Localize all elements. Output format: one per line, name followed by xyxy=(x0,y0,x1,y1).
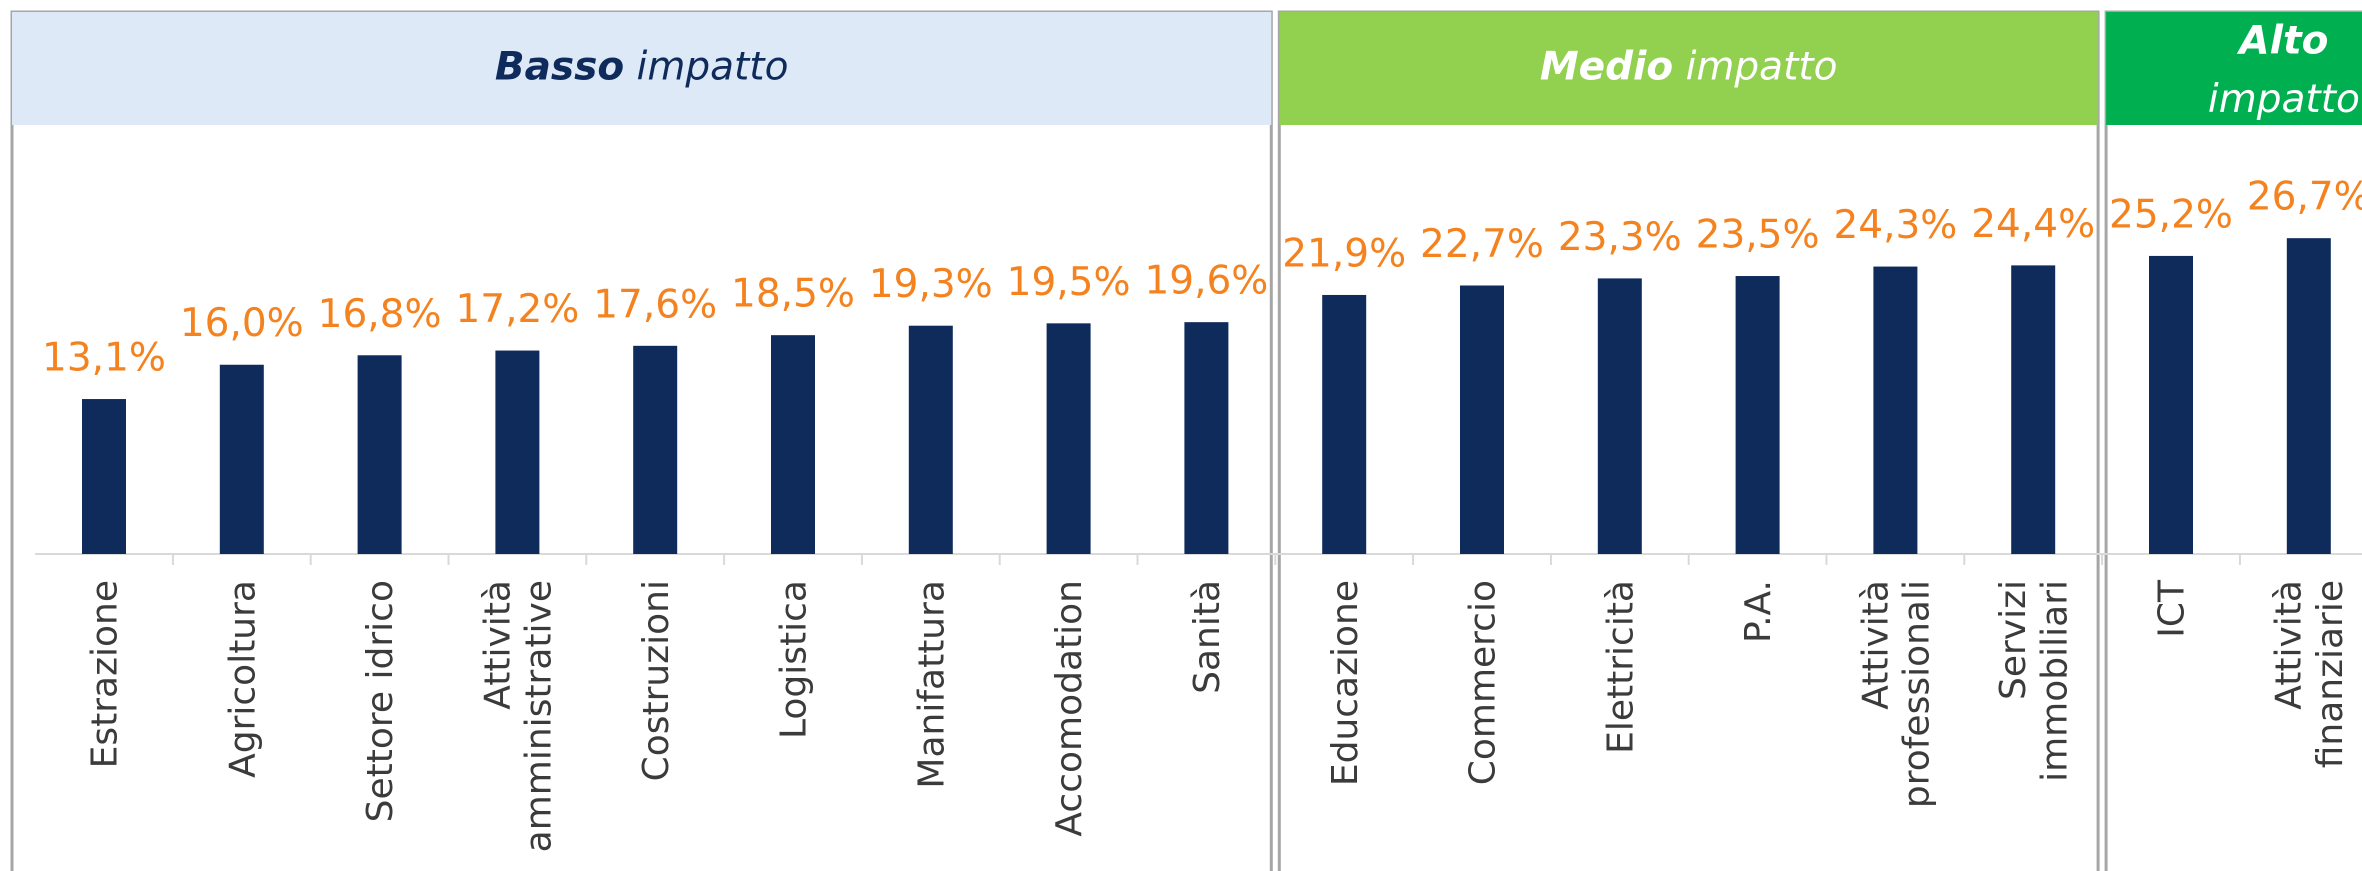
x-tick-label: Attivitàamministrative xyxy=(477,580,559,852)
header-rest: impatto xyxy=(1673,44,1837,89)
header-bold: Medio xyxy=(1540,44,1673,89)
value-label: 21,9% xyxy=(1282,231,1406,276)
x-tick-label: Accomodation xyxy=(1049,580,1090,837)
bar xyxy=(1184,322,1229,554)
bar xyxy=(2011,265,2056,554)
x-tick-label: Elettricità xyxy=(1600,580,1641,754)
header-rest: impatto xyxy=(624,44,788,89)
header-bold: Alto xyxy=(2236,18,2328,63)
bar xyxy=(357,355,402,554)
bar xyxy=(2286,238,2331,555)
header-bold: Basso xyxy=(495,44,624,89)
value-label: 23,3% xyxy=(1558,215,1682,260)
value-label: 19,3% xyxy=(869,262,993,307)
x-tick-label: Logistica xyxy=(774,580,815,739)
bar xyxy=(82,399,126,554)
bar xyxy=(1873,266,1918,554)
bar xyxy=(633,345,678,554)
panel-header xyxy=(2106,12,2362,125)
x-tick-label: Serviziimmobiliari xyxy=(1993,580,2075,782)
bar xyxy=(771,335,815,554)
header-title: Basso impatto xyxy=(495,44,789,89)
value-label: 24,3% xyxy=(1833,203,1957,248)
x-tick-label: Attivitàprofessionali xyxy=(1855,580,1937,808)
x-tick-label: Costruzioni xyxy=(636,580,677,781)
value-label: 23,5% xyxy=(1696,213,1820,258)
bar xyxy=(1597,278,1642,554)
bar xyxy=(1460,285,1504,554)
bar xyxy=(1046,323,1091,554)
x-tick-label: Attivitàfinanziarie xyxy=(2269,580,2351,768)
value-label: 19,5% xyxy=(1007,260,1131,305)
value-label: 16,0% xyxy=(180,301,304,346)
value-label: 17,6% xyxy=(593,282,717,327)
value-label: 13,1% xyxy=(42,336,166,381)
bar xyxy=(219,364,264,554)
x-tick-label: Sanità xyxy=(1187,580,1228,694)
bar xyxy=(495,350,540,554)
value-label: 26,7% xyxy=(2247,175,2362,220)
header-title: Medio impatto xyxy=(1540,44,1838,89)
panel-header xyxy=(12,12,1272,125)
value-label: 19,6% xyxy=(1144,259,1268,304)
x-tick-label: Estrazione xyxy=(85,580,126,768)
header-rest: impatto xyxy=(2208,77,2360,122)
value-label: 25,2% xyxy=(2109,192,2233,237)
value-label: 24,4% xyxy=(1971,202,2095,247)
x-tick-label: Agricoltura xyxy=(222,580,263,778)
value-label: 18,5% xyxy=(731,272,855,317)
x-tick-label: P.A. xyxy=(1738,580,1779,643)
x-tick-label: Commercio xyxy=(1463,580,1504,785)
x-tick-label: Educazione xyxy=(1325,580,1366,786)
bar xyxy=(908,325,953,554)
header-title: Alto impatto xyxy=(2208,18,2360,122)
x-tick-label: Manifattura xyxy=(911,580,952,789)
x-tick-label: ICT xyxy=(2152,579,2193,638)
value-label: 22,7% xyxy=(1420,222,1544,267)
value-label: 17,2% xyxy=(455,287,579,332)
bar xyxy=(2149,255,2193,555)
value-label: 16,8% xyxy=(318,292,442,337)
bar xyxy=(1735,276,1780,554)
panel xyxy=(1277,10,2100,871)
x-tick-label: Settore idrico xyxy=(360,580,401,822)
bar xyxy=(1322,294,1367,554)
panel-header xyxy=(1279,12,2099,125)
